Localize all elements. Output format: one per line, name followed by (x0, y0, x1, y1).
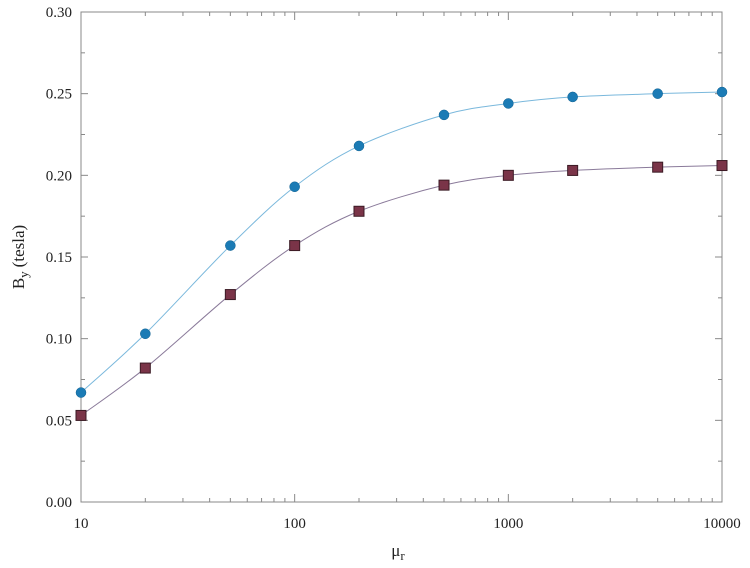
series-1-point (75, 387, 87, 398)
series-1-point (289, 181, 300, 193)
series-2-point (139, 362, 151, 374)
series-line-1 (80, 91, 723, 393)
series-2-point (438, 179, 450, 191)
series-2-point (224, 289, 236, 301)
series-1-point (567, 91, 578, 103)
axis-tick-labels: 0.00 0.05 0.10 0.15 0.20 0.25 0.30 10 100 1000 100… (46, 5, 741, 532)
series-1-point (140, 328, 151, 340)
series-1-point (503, 98, 514, 109)
series-1-point (353, 140, 365, 152)
x-axis-label: μr (391, 541, 405, 563)
x-tick-label: 1000 (493, 516, 523, 532)
series-2-point (652, 161, 664, 173)
y-tick-label: 0.30 (46, 5, 72, 21)
y-tick-label: 0.25 (46, 87, 72, 103)
x-tick-label: 100 (283, 516, 306, 532)
y-tick-label: 0.15 (46, 250, 72, 266)
y-tick-label: 0.05 (46, 413, 72, 429)
plot-frame (80, 11, 723, 503)
y-tick-label: 0.00 (46, 495, 72, 511)
series-1-point (225, 240, 236, 251)
y-axis-label: By(tesla) (9, 225, 31, 289)
series-2-point (353, 205, 365, 217)
y-tick-label: 0.20 (46, 168, 72, 184)
series-line-2 (80, 165, 723, 416)
series-lines (80, 91, 723, 416)
series-markers (75, 86, 728, 421)
series-2-point (567, 164, 579, 176)
series-1-point (716, 86, 728, 98)
series-1-point (652, 88, 663, 99)
series-2-point (716, 160, 728, 172)
x-tick-label: 10000 (703, 516, 741, 532)
x-tick-label: 10 (74, 516, 89, 532)
series-1-point (438, 109, 450, 121)
series-2-point (75, 409, 87, 421)
y-tick-label: 0.10 (46, 332, 72, 348)
axis-ticks (80, 11, 723, 503)
series-2-point (289, 240, 301, 252)
series-2-point (502, 169, 514, 181)
